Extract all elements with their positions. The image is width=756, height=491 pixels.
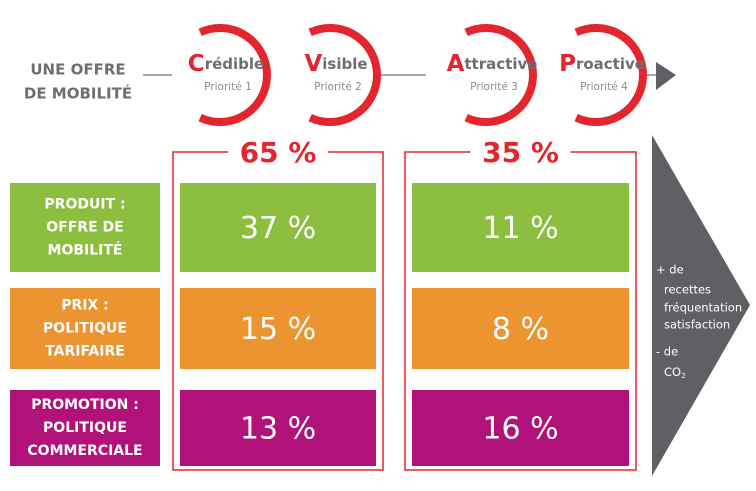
outcome-text: CO2: [664, 365, 686, 381]
row-label: MOBILITÉ: [48, 242, 123, 259]
row-label: PROMOTION :: [31, 397, 139, 413]
outcome-text: fréquentation: [664, 301, 742, 315]
cell-value: 11 %: [482, 211, 558, 246]
co2-sub: 2: [681, 372, 685, 380]
cell: [412, 390, 629, 466]
step-arc: [574, 24, 647, 126]
step-priority: Priorité 3: [470, 81, 518, 93]
column-total: 35 %: [482, 136, 559, 169]
step-arc: [198, 24, 271, 126]
cell: [180, 288, 376, 369]
step-name: Proactive: [559, 51, 645, 77]
outcome-text: - de: [656, 345, 678, 359]
column-bracket: [404, 151, 637, 471]
step-rest: isible: [322, 55, 367, 73]
row-label: PRIX :: [61, 298, 109, 314]
step-arc: [308, 24, 381, 126]
header-title: DE MOBILITÉ: [24, 84, 132, 103]
row-label: TARIFAIRE: [45, 344, 125, 360]
cell-value: 37 %: [240, 211, 316, 246]
cell-value: 13 %: [240, 412, 316, 447]
step-initial: C: [188, 51, 205, 77]
outcome-text: + de: [656, 263, 684, 277]
cell: [180, 183, 376, 272]
step-initial: V: [304, 51, 322, 77]
step-rest: roactive: [576, 55, 645, 73]
row-label: PRODUIT :: [44, 197, 125, 213]
column-total: 65 %: [240, 136, 317, 169]
step-arc: [464, 24, 537, 126]
step-priority: Priorité 1: [204, 81, 252, 93]
cell-value: 16 %: [482, 412, 558, 447]
cell: [412, 183, 629, 272]
step-rest: rédible: [205, 55, 265, 73]
row-label: POLITIQUE: [43, 420, 127, 436]
column-bracket: [172, 151, 384, 471]
row-label-box: [10, 183, 160, 272]
step-name: Attractive: [447, 51, 538, 77]
outcome-text: satisfaction: [664, 318, 730, 332]
row-label: COMMERCIALE: [27, 443, 142, 459]
cell: [180, 390, 376, 466]
header-arrow: [656, 62, 676, 90]
outcome-arrow: [652, 135, 750, 476]
step-initial: A: [447, 51, 465, 77]
step-initial: P: [559, 51, 576, 77]
row-label-box: [10, 288, 160, 369]
step-priority: Priorité 2: [314, 81, 362, 93]
row-label: OFFRE DE: [46, 220, 123, 236]
step-priority: Priorité 4: [580, 81, 628, 93]
cell: [412, 288, 629, 369]
outcome-text: recettes: [664, 283, 711, 297]
co2-base: CO: [664, 365, 681, 379]
step-rest: ttractive: [464, 55, 537, 73]
row-label: POLITIQUE: [43, 321, 127, 337]
step-name: Crédible: [188, 51, 264, 77]
header-title: UNE OFFRE: [30, 61, 125, 79]
cell-value: 8 %: [492, 312, 549, 347]
row-label-box: [10, 390, 160, 466]
step-name: Visible: [304, 51, 367, 77]
cell-value: 15 %: [240, 312, 316, 347]
